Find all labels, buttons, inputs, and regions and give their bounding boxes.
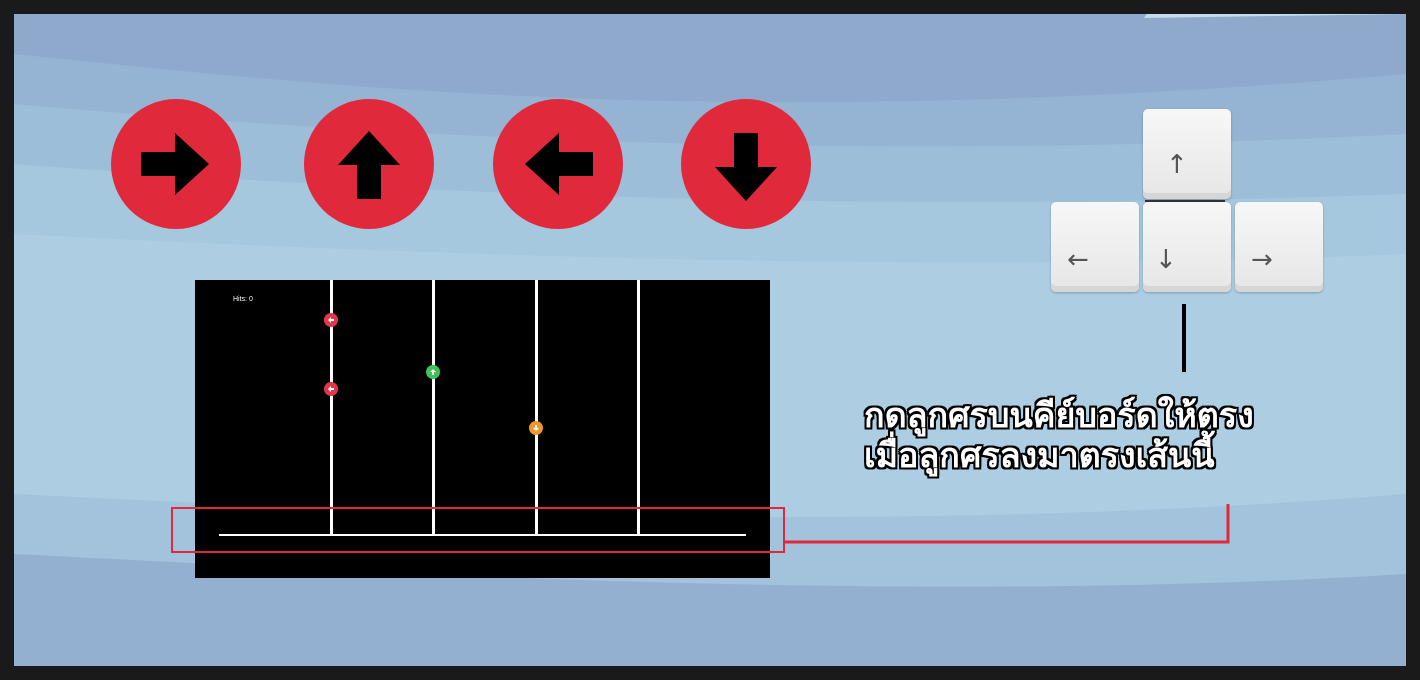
hit-line [219,534,746,536]
lane-line-up [432,280,435,535]
hit-line-highlight [171,507,785,553]
left-arrow-icon: ← [1067,245,1089,275]
left-arrow-button[interactable] [493,99,623,229]
key-down[interactable]: ↓ [1143,202,1231,292]
up-arrow-icon [338,131,400,199]
note-down-orange [529,421,543,435]
down-arrow-icon [715,133,777,201]
down-arrow-icon [533,425,539,431]
left-arrow-icon [525,133,593,195]
up-arrow-button[interactable] [304,99,434,229]
instruction-text: กดลูกศรบนคีย์บอร์ดให้ตรง เมื่อลูกศรลงมาต… [864,396,1384,476]
down-arrow-icon: ↓ [1155,245,1177,275]
left-arrow-icon [328,386,334,392]
instruction-line-2: เมื่อลูกศรลงมาตรงเส้นนี้ [864,436,1215,476]
left-arrow-icon [328,317,334,323]
note-left-red [324,382,338,396]
key-left[interactable]: ← [1051,202,1139,292]
key-right[interactable]: → [1235,202,1323,292]
note-left-red [324,313,338,327]
key-up[interactable]: ↑ [1143,109,1231,199]
up-arrow-icon: ↑ [1166,150,1188,180]
lane-line-down [637,280,640,535]
down-arrow-button[interactable] [681,99,811,229]
instruction-line-1: กดลูกศรบนคีย์บอร์ดให้ตรง [864,396,1254,436]
up-arrow-icon [430,369,436,375]
game-canvas[interactable]: Hits: 0 [195,280,770,578]
right-arrow-icon: → [1251,245,1273,275]
right-arrow-icon [141,133,209,195]
right-arrow-button[interactable] [111,99,241,229]
up-key-underline [1145,200,1225,202]
note-up-green [426,365,440,379]
lane-line-left [330,280,333,535]
lane-line-right [535,280,538,535]
hits-counter: Hits: 0 [233,296,253,303]
